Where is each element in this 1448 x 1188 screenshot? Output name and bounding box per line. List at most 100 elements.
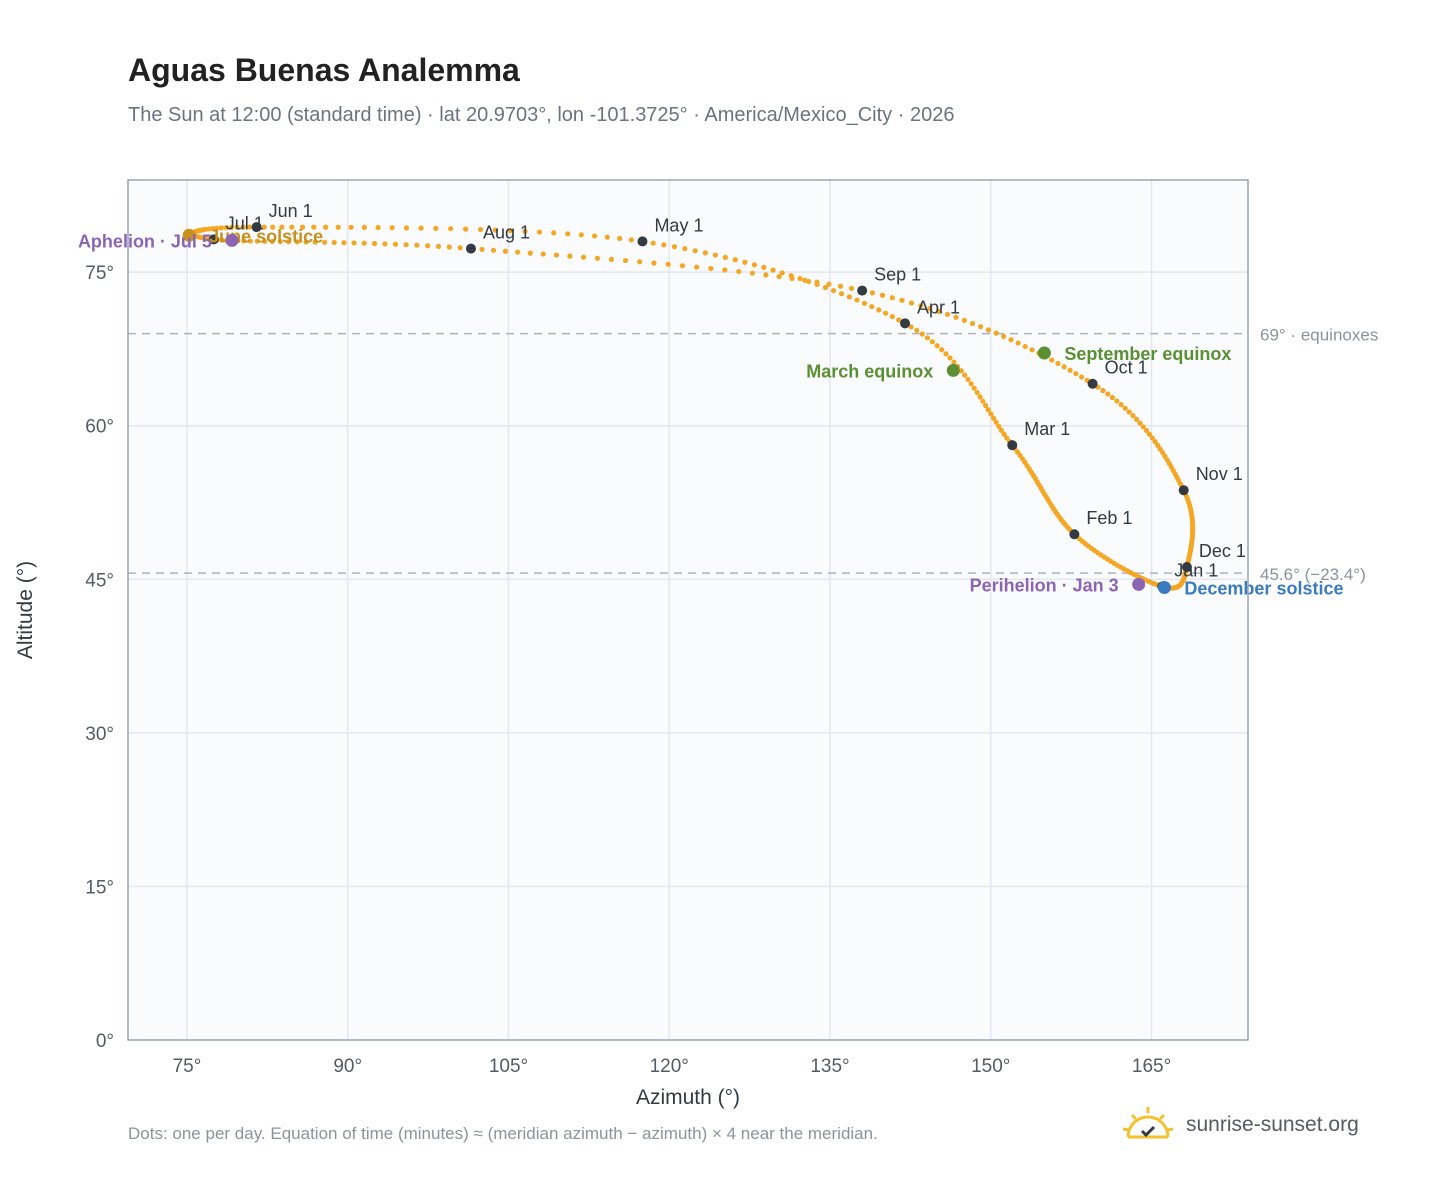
event-marker — [1037, 346, 1051, 360]
y-tick-label: 60° — [85, 417, 114, 438]
month-label: May 1 — [654, 215, 703, 235]
daily-dot — [802, 277, 808, 283]
x-tick-label: 105° — [489, 1056, 528, 1077]
daily-dot — [240, 224, 246, 230]
x-axis-label: Azimuth (°) — [636, 1086, 740, 1109]
daily-dot — [261, 224, 267, 230]
daily-dot — [1118, 402, 1124, 408]
daily-dot — [1049, 357, 1055, 363]
daily-dot — [375, 224, 381, 231]
daily-dot — [1055, 360, 1061, 367]
daily-dot — [978, 324, 984, 330]
daily-dot — [665, 261, 671, 267]
event-label: Aphelion · Jul 5 — [78, 231, 212, 251]
daily-dot — [797, 275, 803, 282]
daily-dot — [371, 240, 378, 247]
daily-dot — [1140, 424, 1146, 430]
daily-dot — [1109, 394, 1115, 401]
daily-dot — [1001, 333, 1007, 340]
daily-dot — [914, 327, 920, 333]
chart-title: Aguas Buenas Analemma — [128, 52, 520, 88]
daily-dot — [962, 372, 968, 378]
daily-dot — [965, 376, 971, 383]
daily-dot — [351, 240, 357, 246]
daily-dot — [837, 283, 844, 289]
daily-dot — [789, 275, 795, 281]
daily-dot — [830, 287, 837, 294]
month-label: Mar 1 — [1024, 419, 1070, 439]
daily-dot — [218, 225, 224, 231]
axis-ticks: 75° 90° 105° 120° 135° 150° 165° 0° 15° 30° 45° 60°… — [85, 263, 1171, 1077]
daily-dot — [1114, 398, 1120, 404]
month-marker — [637, 236, 648, 247]
daily-dot — [944, 311, 951, 317]
daily-dot — [692, 248, 698, 254]
month-marker — [465, 243, 476, 254]
daily-dot — [448, 226, 454, 232]
reference-line-label: 45.6° (−23.4°) — [1260, 565, 1366, 584]
brand-name: sunrise-sunset.org — [1186, 1113, 1359, 1136]
daily-dot — [1152, 439, 1158, 445]
month-label: Nov 1 — [1196, 464, 1243, 484]
daily-dot — [492, 227, 499, 233]
daily-dot — [650, 240, 656, 246]
month-marker — [900, 318, 911, 329]
daily-dot — [294, 239, 300, 245]
month-label: Feb 1 — [1086, 508, 1132, 528]
brand[interactable]: sunrise-sunset.org — [1120, 1100, 1359, 1150]
daily-dot — [214, 225, 220, 231]
daily-dot — [1143, 427, 1150, 434]
daily-dot — [279, 224, 285, 230]
daily-dot — [861, 300, 868, 306]
daily-dot — [490, 247, 497, 253]
daily-dot — [1073, 371, 1079, 377]
daily-dot — [848, 285, 855, 291]
daily-dot — [806, 278, 812, 285]
daily-dot — [540, 251, 546, 257]
daily-dot — [927, 305, 933, 312]
daily-dot — [536, 229, 543, 235]
daily-dot — [924, 335, 931, 341]
daily-dot — [1004, 435, 1010, 441]
event-marker — [182, 228, 196, 242]
daily-dot — [961, 317, 968, 324]
daily-dot — [608, 256, 614, 262]
x-tick-label: 120° — [650, 1056, 689, 1077]
daily-dot — [985, 407, 991, 413]
daily-dot — [1100, 387, 1106, 394]
x-tick-label: 90° — [333, 1056, 362, 1077]
daily-dot — [241, 238, 247, 244]
event-marker — [1157, 580, 1171, 594]
daily-dot — [977, 394, 983, 400]
y-tick-label: 15° — [85, 877, 114, 898]
daily-dot — [331, 239, 337, 246]
daily-dot — [974, 389, 980, 396]
daily-dot — [335, 224, 341, 230]
plot-area — [128, 180, 1248, 1040]
daily-dot — [262, 238, 268, 244]
x-tick-label: 150° — [971, 1056, 1010, 1077]
daily-dot — [285, 239, 292, 245]
event-marker — [1132, 577, 1146, 591]
month-marker — [1178, 485, 1189, 496]
daily-dot — [228, 224, 235, 231]
daily-dot — [998, 427, 1004, 433]
daily-dot — [779, 270, 785, 276]
daily-dot — [567, 253, 573, 259]
month-label: Oct 1 — [1105, 358, 1148, 378]
daily-dot — [1061, 364, 1067, 370]
daily-dot — [953, 314, 959, 320]
daily-dot — [896, 317, 902, 323]
daily-dot — [854, 297, 860, 303]
daily-dot — [341, 240, 347, 246]
month-label: Apr 1 — [917, 297, 960, 317]
daily-dot — [996, 423, 1002, 429]
daily-dot — [993, 330, 999, 336]
month-label: Jul 1 — [226, 213, 264, 233]
daily-dot — [289, 224, 295, 230]
month-marker — [1087, 378, 1098, 389]
daily-dot — [1022, 343, 1028, 350]
daily-dot — [323, 224, 329, 230]
